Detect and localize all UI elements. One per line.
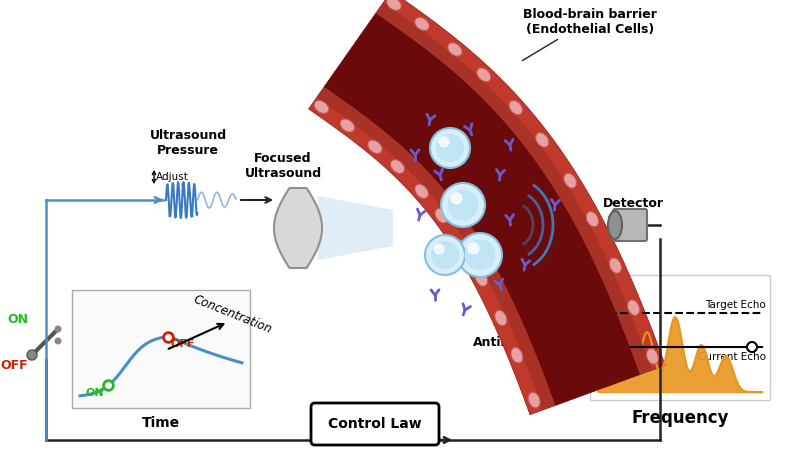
Ellipse shape — [386, 0, 402, 10]
Ellipse shape — [536, 133, 549, 147]
Ellipse shape — [628, 300, 639, 315]
Ellipse shape — [509, 100, 522, 115]
Text: ON: ON — [7, 313, 29, 325]
Circle shape — [54, 337, 62, 344]
FancyBboxPatch shape — [72, 290, 250, 408]
Circle shape — [54, 325, 62, 332]
Polygon shape — [317, 2, 652, 410]
Circle shape — [27, 350, 37, 360]
Ellipse shape — [368, 140, 382, 154]
Text: Microbubbles: Microbubbles — [383, 78, 477, 91]
Ellipse shape — [415, 184, 428, 198]
Ellipse shape — [564, 173, 577, 188]
Text: Ultrasound
Pressure: Ultrasound Pressure — [150, 129, 226, 157]
Text: Adjust: Adjust — [156, 172, 189, 182]
Ellipse shape — [390, 160, 405, 173]
Ellipse shape — [448, 43, 462, 56]
Circle shape — [448, 189, 478, 220]
Ellipse shape — [511, 348, 523, 363]
Circle shape — [458, 233, 502, 277]
Polygon shape — [274, 188, 322, 268]
Ellipse shape — [528, 392, 540, 408]
FancyBboxPatch shape — [311, 403, 439, 445]
Ellipse shape — [608, 211, 622, 239]
Text: OFF: OFF — [0, 359, 28, 372]
Polygon shape — [318, 196, 393, 260]
Circle shape — [450, 192, 462, 205]
Polygon shape — [324, 13, 640, 405]
Text: Frequency: Frequency — [631, 409, 729, 427]
Ellipse shape — [475, 271, 487, 286]
Ellipse shape — [610, 258, 622, 273]
Polygon shape — [309, 0, 666, 414]
Ellipse shape — [340, 119, 354, 132]
Ellipse shape — [586, 212, 598, 227]
Circle shape — [425, 235, 465, 275]
Ellipse shape — [477, 68, 490, 82]
Ellipse shape — [435, 208, 448, 223]
Ellipse shape — [457, 240, 470, 255]
Ellipse shape — [495, 310, 507, 325]
Circle shape — [747, 342, 757, 352]
Text: Echo: Echo — [514, 255, 546, 268]
Text: ON: ON — [85, 388, 104, 398]
Ellipse shape — [314, 100, 329, 113]
Circle shape — [431, 241, 459, 269]
FancyBboxPatch shape — [590, 275, 770, 400]
Text: Concentration: Concentration — [191, 292, 274, 336]
Circle shape — [436, 134, 464, 162]
Text: Control Law: Control Law — [328, 417, 422, 431]
Ellipse shape — [414, 18, 430, 30]
FancyBboxPatch shape — [613, 209, 647, 241]
Circle shape — [465, 240, 495, 271]
Text: Current Echo: Current Echo — [698, 352, 766, 362]
Text: Target Echo: Target Echo — [706, 300, 766, 310]
Circle shape — [467, 242, 479, 254]
Text: Time: Time — [142, 416, 180, 430]
Circle shape — [441, 183, 485, 227]
Ellipse shape — [646, 349, 658, 364]
Text: OFF: OFF — [170, 338, 195, 349]
Text: Detector: Detector — [602, 196, 663, 209]
Circle shape — [438, 136, 450, 148]
Circle shape — [430, 128, 470, 168]
Text: Antibodies: Antibodies — [473, 336, 547, 349]
Text: Blood-brain barrier
(Endothelial Cells): Blood-brain barrier (Endothelial Cells) — [523, 8, 657, 36]
Circle shape — [434, 243, 445, 254]
Text: Focused
Ultrasound: Focused Ultrasound — [245, 152, 322, 180]
